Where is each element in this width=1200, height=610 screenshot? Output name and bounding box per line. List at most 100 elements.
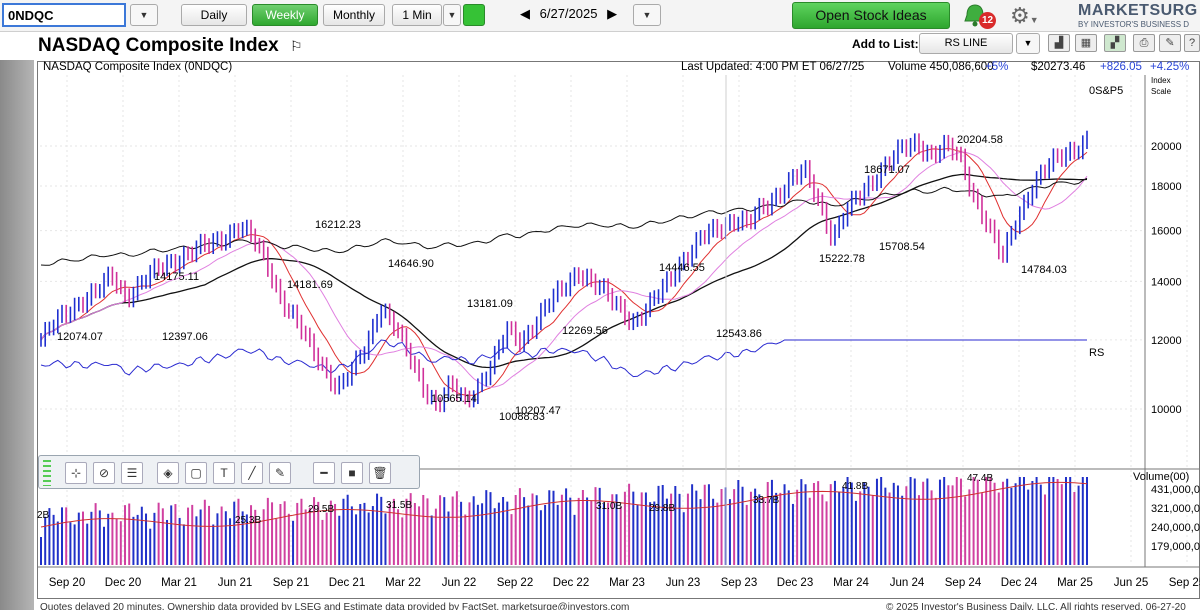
chart-lines <box>40 147 1088 396</box>
x-axis-label: Mar 23 <box>609 577 645 589</box>
live-toggle-button[interactable] <box>463 4 485 26</box>
price-annotation: 14446.55 <box>659 262 705 274</box>
date-dropdown-button[interactable]: ▼ <box>633 4 661 26</box>
volume-axis-header: Volume(00) <box>1133 471 1189 483</box>
x-axis-label: Mar 22 <box>385 577 421 589</box>
chart-annotations: 12074.07 14175.11 12397.06 16212.23 14181.69… <box>37 85 1123 526</box>
x-axis-label: Dec 24 <box>1001 577 1038 589</box>
price-annotation: 10207.47 <box>515 405 561 417</box>
price-annotation: 12074.07 <box>57 331 103 343</box>
period-monthly-button[interactable]: Monthly <box>323 4 385 26</box>
x-axis-label: Dec 20 <box>105 577 141 589</box>
line-weight-icon[interactable]: ━ <box>313 462 335 484</box>
last-updated: Last Updated: 4:00 PM ET 06/27/25 <box>681 61 865 73</box>
volume-annotation: 41.8B <box>842 481 868 492</box>
price-annotation: 20204.58 <box>957 134 1003 146</box>
hide-drawings-icon[interactable]: ⊘ <box>93 462 115 484</box>
ma-20-line <box>40 151 1088 388</box>
price-axis-label: 20000 <box>1151 141 1182 153</box>
volume-average-line <box>40 481 1088 528</box>
list-drawings-icon[interactable]: ☰ <box>121 462 143 484</box>
sp500-label: 0S&P5 <box>1089 85 1123 97</box>
volume-pct: +5% <box>985 61 1009 73</box>
x-axis-label: Mar 25 <box>1057 577 1093 589</box>
list-dropdown-button[interactable]: ▼ <box>1016 33 1040 54</box>
intraday-dropdown-button[interactable]: ▼ <box>443 4 461 26</box>
price-annotation: 18671.07 <box>864 164 910 176</box>
x-axis-label: Jun 22 <box>442 577 477 589</box>
info-name: NASDAQ Composite Index <box>43 61 182 73</box>
price-axis-label: 16000 <box>1151 226 1182 238</box>
drawing-tools-palette: ⊹ ⊘ ☰ ◈ ▢ T ╱ ✎ ━ ■ 🗑 <box>38 455 420 489</box>
price-annotation: 12543.86 <box>716 328 762 340</box>
ma-10-line <box>40 147 1088 396</box>
period-1min-button[interactable]: 1 Min <box>392 4 442 26</box>
next-date-icon[interactable]: ▶ <box>607 6 618 21</box>
x-axis-label: Jun 24 <box>890 577 925 589</box>
price-annotation: 12269.56 <box>562 325 608 337</box>
x-axis-label: Sep 20 <box>49 577 85 589</box>
trash-icon[interactable]: 🗑 <box>369 462 391 484</box>
price-annotation: 13181.09 <box>467 298 513 310</box>
flag-icon[interactable]: ⚐ <box>290 38 303 54</box>
wrench-icon[interactable]: ✎ <box>1159 34 1181 52</box>
info-symbol: (0NDQC) <box>184 61 233 73</box>
volume-annotation: 29.5B <box>308 504 334 515</box>
volume-bars <box>40 477 1088 565</box>
price-candles <box>40 130 1088 413</box>
symbol-input[interactable] <box>2 3 126 27</box>
volume-annotation: 25.3B <box>235 515 261 526</box>
x-axis-label: Sep 25 <box>1169 577 1200 589</box>
x-axis-label: Mar 21 <box>161 577 197 589</box>
open-stock-ideas-button[interactable]: Open Stock Ideas <box>792 2 950 29</box>
price-annotation: 15708.54 <box>879 241 925 253</box>
price-change-pct: +4.25% <box>1150 61 1190 73</box>
date-value[interactable]: 6/27/2025 <box>539 6 598 21</box>
price-axis-label: 18000 <box>1151 181 1182 193</box>
x-axis-label: Dec 21 <box>329 577 365 589</box>
page-title: NASDAQ Composite Index <box>38 35 279 56</box>
prev-date-icon[interactable]: ◀ <box>520 6 530 21</box>
crosshair-tool-icon[interactable]: ⊹ <box>65 462 87 484</box>
paint-tool-icon[interactable]: ◈ <box>157 462 179 484</box>
sp500-overlay-line <box>40 177 1088 266</box>
volume-annotation: 31.5B <box>386 500 412 511</box>
footer-copyright: © 2025 Investor's Business Daily, LLC. A… <box>886 602 1186 610</box>
line-tool-icon[interactable]: ╱ <box>241 462 263 484</box>
print-icon[interactable]: ⎙ <box>1133 34 1155 52</box>
color-swatch-icon[interactable]: ■ <box>341 462 363 484</box>
price-chart[interactable]: 20000 18000 16000 14000 12000 10000 Index Scale… <box>37 75 1200 599</box>
price-annotation: 15222.78 <box>819 253 865 265</box>
symbol-dropdown-button[interactable]: ▼ <box>130 4 158 26</box>
chart-grid <box>40 75 1188 565</box>
gear-icon[interactable]: ⚙▼ <box>1010 3 1039 28</box>
list-select[interactable]: RS LINE <box>919 33 1013 54</box>
volume-annotation: 47.4B <box>967 473 993 484</box>
price-annotation: 14646.90 <box>388 258 434 270</box>
notifications-button[interactable]: 12 <box>962 3 996 29</box>
price-axis-label: 14000 <box>1151 276 1182 288</box>
volume-annotation: 2B <box>37 510 50 521</box>
palette-drag-handle[interactable] <box>43 460 51 486</box>
price-readout: $20273.46 <box>1031 61 1086 73</box>
price-axis-header: Scale <box>1151 87 1172 96</box>
help-icon[interactable]: ? <box>1184 34 1200 52</box>
x-axis-label: Sep 24 <box>945 577 982 589</box>
volume-annotation: 29.8B <box>649 503 675 514</box>
period-weekly-button[interactable]: Weekly <box>252 4 318 26</box>
period-daily-button[interactable]: Daily <box>181 4 247 26</box>
rectangle-tool-icon[interactable]: ▢ <box>185 462 207 484</box>
date-navigator: ◀ 6/27/2025 ▶ <box>520 6 617 22</box>
screens-alerts-notes-tab[interactable]: SCREENS, ALERTS & NOTES <box>0 60 72 610</box>
price-axis-label: 10000 <box>1151 404 1182 416</box>
chart-icon[interactable]: ▟ <box>1048 34 1070 52</box>
chart-axes: 20000 18000 16000 14000 12000 10000 Index Scale… <box>37 75 1200 589</box>
layout-grid-icon[interactable]: ▦ <box>1075 34 1097 52</box>
text-tool-icon[interactable]: T <box>213 462 235 484</box>
green-chart-icon[interactable]: ▞ <box>1104 34 1126 52</box>
price-annotation: 12397.06 <box>162 331 208 343</box>
pencil-tool-icon[interactable]: ✎ <box>269 462 291 484</box>
x-axis-label: Sep 22 <box>497 577 533 589</box>
x-axis-label: Dec 22 <box>553 577 589 589</box>
x-axis-label: Jun 25 <box>1114 577 1149 589</box>
